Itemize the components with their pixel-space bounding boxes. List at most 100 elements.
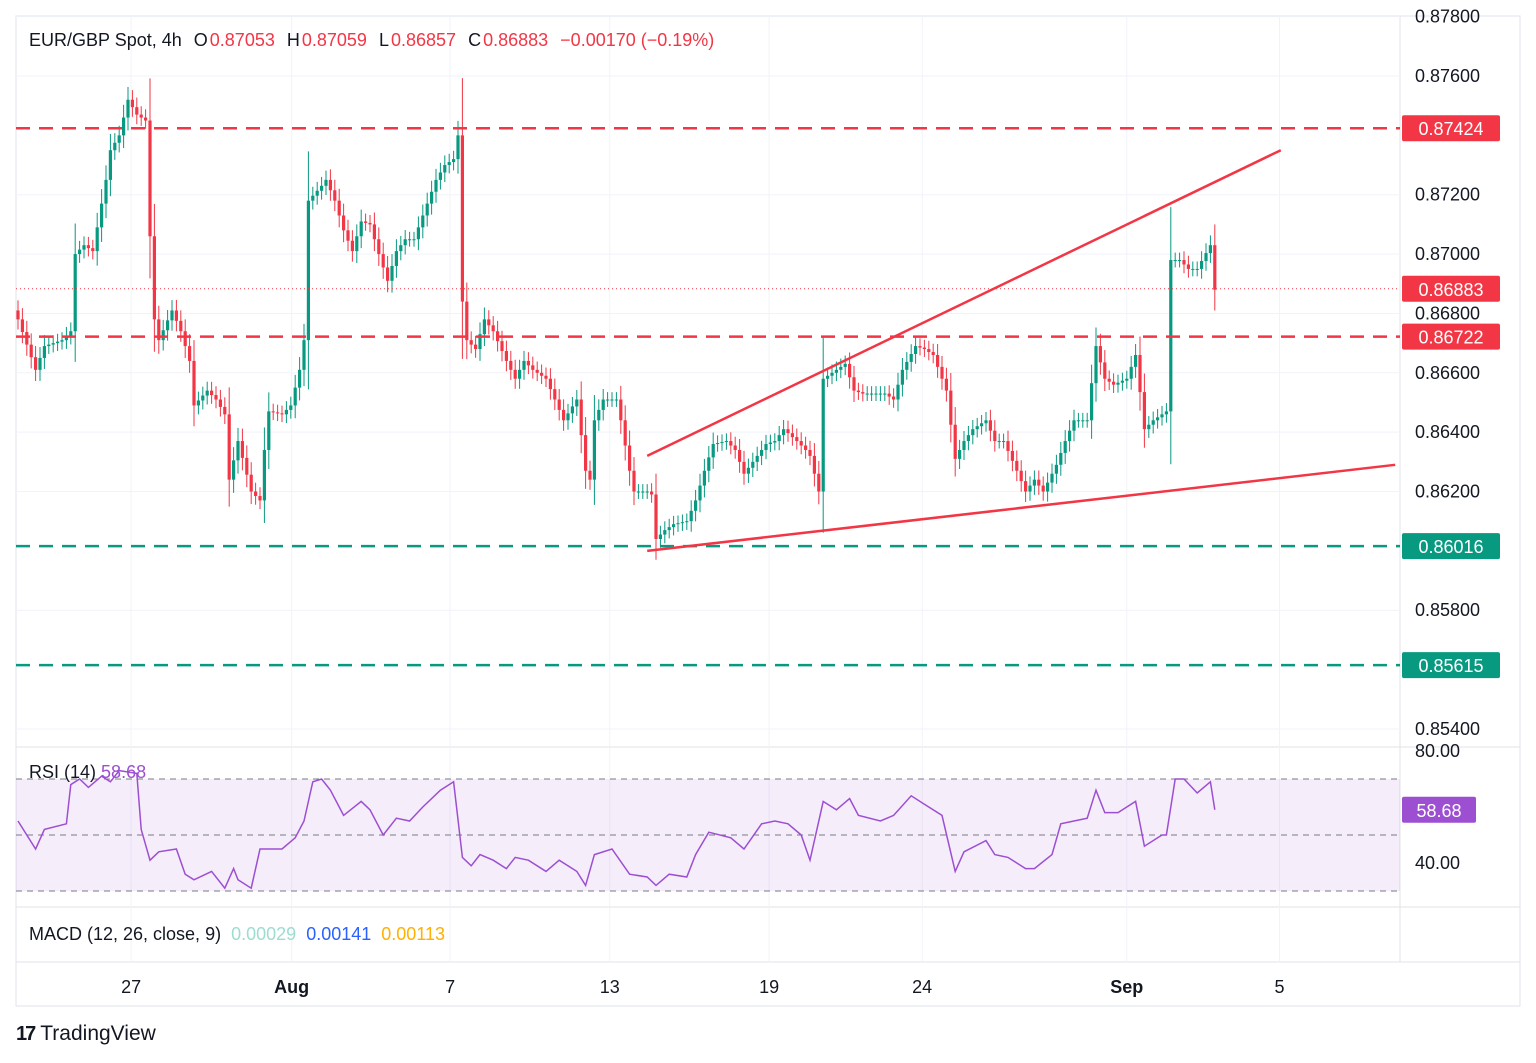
candle-body — [971, 429, 975, 436]
price-tick-label: 0.87200 — [1415, 185, 1480, 205]
candle-body — [293, 387, 297, 406]
level-price-badge — [1402, 115, 1500, 142]
candle-body — [104, 179, 108, 204]
candle-body — [790, 433, 794, 438]
candle-body — [874, 393, 878, 395]
candle-body — [1160, 414, 1164, 418]
candle-body — [848, 363, 852, 378]
rsi-value: 58.68 — [101, 762, 147, 782]
candle-body — [218, 399, 222, 407]
candle-body — [1125, 378, 1129, 381]
candle-body — [834, 369, 838, 373]
candle-body — [966, 435, 970, 442]
candle-body — [1085, 420, 1089, 422]
time-tick-label: 5 — [1274, 977, 1284, 997]
candle-body — [1112, 381, 1116, 385]
candle-body — [170, 310, 174, 321]
candle-body — [1050, 473, 1054, 483]
candle-body — [240, 441, 244, 458]
macd-hist-value: 0.00029 — [231, 924, 297, 944]
candle-body — [95, 227, 99, 252]
current-price-label: 0.86883 — [1418, 280, 1483, 300]
price-tick-label: 0.86600 — [1415, 363, 1480, 383]
macd-legend[interactable]: MACD (12, 26, close, 9) 0.00029 0.00141 … — [29, 924, 445, 945]
candle-body — [1213, 245, 1217, 290]
candle-body — [636, 491, 640, 493]
candle-body — [487, 319, 491, 326]
candle-body — [799, 441, 803, 446]
candle-body — [751, 461, 755, 468]
candle-body — [504, 351, 508, 361]
candle-body — [896, 384, 900, 400]
rsi-legend[interactable]: RSI (14) 58.68 — [29, 762, 146, 783]
candle-body — [1208, 245, 1212, 254]
candle-body — [377, 239, 381, 255]
candle-body — [980, 423, 984, 427]
candle-body — [122, 117, 126, 136]
candle-body — [192, 360, 196, 406]
candle-body — [267, 411, 271, 450]
candle-body — [1151, 420, 1155, 425]
candle-body — [364, 221, 368, 223]
candle-body — [1178, 260, 1182, 262]
candle-body — [73, 254, 77, 332]
level-price-badge — [1402, 652, 1500, 679]
candle-body — [157, 319, 161, 341]
candle-body — [707, 457, 711, 471]
candle-body — [1138, 354, 1142, 393]
candle-body — [469, 340, 473, 345]
candle-body — [777, 435, 781, 442]
candle-body — [672, 524, 676, 528]
macd-label: MACD (12, 26, close, 9) — [29, 924, 222, 944]
candle-body — [491, 325, 495, 332]
price-tick-label: 0.86200 — [1415, 482, 1480, 502]
tradingview-logo[interactable]: 17 TradingView — [16, 1022, 156, 1046]
candle-body — [315, 190, 319, 196]
candle-body — [403, 239, 407, 246]
candle-body — [808, 449, 812, 456]
candle-body — [1156, 417, 1160, 421]
candle-body — [562, 409, 566, 421]
candle-body — [922, 347, 926, 350]
low-label: L — [378, 30, 389, 50]
candle-body — [333, 190, 337, 201]
candle-body — [337, 200, 341, 216]
candle-body — [1103, 362, 1107, 379]
candle-body — [328, 179, 332, 191]
candle-body — [355, 236, 359, 252]
candle-body — [702, 470, 706, 486]
candle-body — [548, 378, 552, 390]
candle-body — [610, 399, 614, 401]
candle-body — [1182, 260, 1186, 265]
candle-body — [38, 357, 42, 370]
candle-body — [716, 443, 720, 445]
candle-body — [346, 230, 350, 241]
candle-body — [108, 150, 112, 180]
candle-body — [667, 527, 671, 531]
candle-body — [909, 354, 913, 362]
candle-body — [606, 399, 610, 401]
candle-body — [34, 357, 38, 370]
brand-name: TradingView — [40, 1022, 156, 1045]
candle-body — [817, 473, 821, 492]
candle-body — [711, 444, 715, 458]
candle-body — [276, 412, 280, 414]
candle-body — [1090, 383, 1094, 421]
candle-body — [496, 331, 500, 342]
candle-body — [500, 341, 504, 352]
candle-body — [540, 372, 544, 376]
candle-body — [271, 411, 275, 413]
candle-body — [64, 335, 68, 341]
candle-body — [566, 413, 570, 421]
candle-body — [733, 445, 737, 450]
price-tick-label: 0.85800 — [1415, 600, 1480, 620]
candle-body — [421, 215, 425, 228]
candle-body — [474, 344, 478, 350]
candle-body — [878, 393, 882, 395]
candle-body — [78, 249, 82, 255]
price-tick-label: 0.87600 — [1415, 66, 1480, 86]
candle-body — [597, 409, 601, 421]
price-tick-label: 0.85400 — [1415, 719, 1480, 739]
candle-body — [1164, 411, 1168, 415]
